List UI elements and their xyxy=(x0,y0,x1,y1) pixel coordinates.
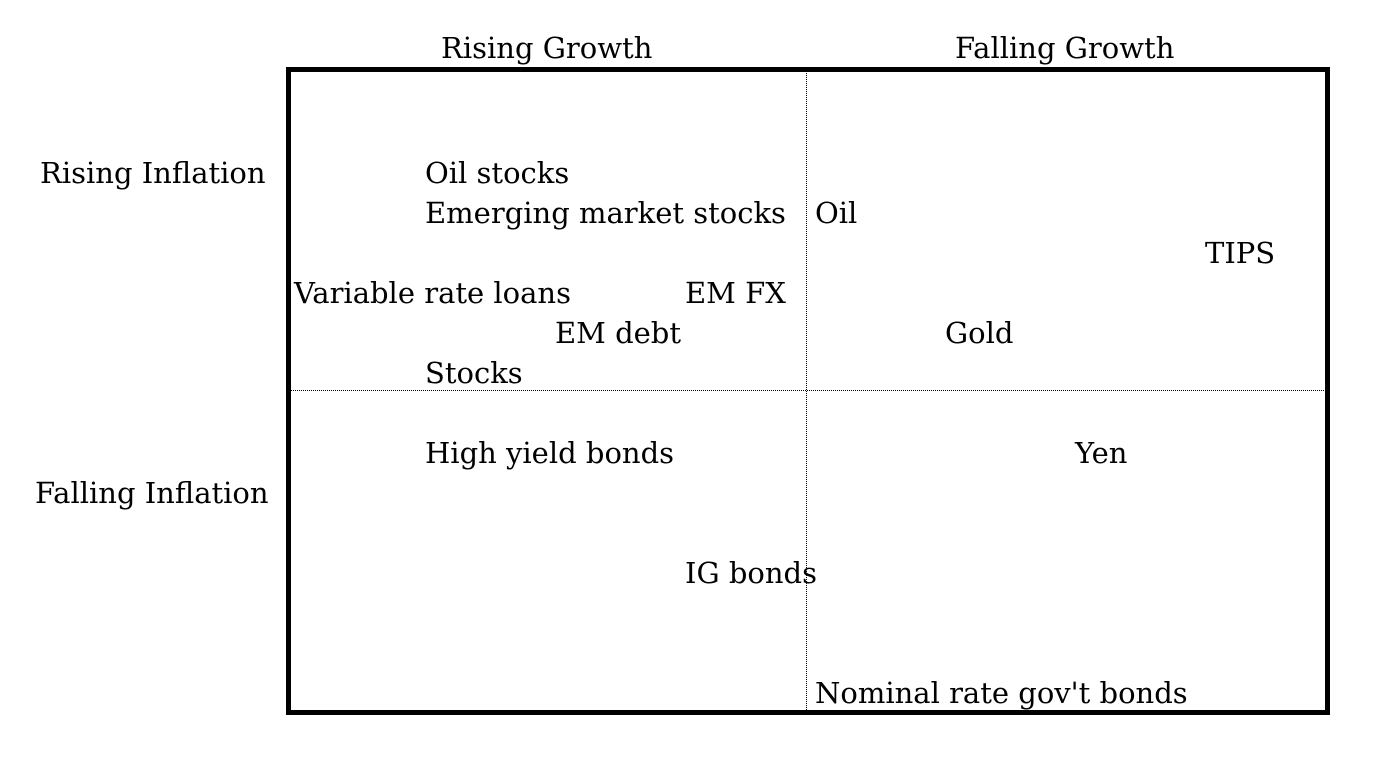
asset-em-debt: EM debt xyxy=(555,316,682,350)
asset-tips: TIPS xyxy=(1205,236,1276,270)
asset-oil: Oil xyxy=(815,196,858,230)
asset-yen: Yen xyxy=(1075,436,1128,470)
asset-variable-rate-loans: Variable rate loans xyxy=(294,276,571,310)
asset-emerging-market-stocks: Emerging market stocks xyxy=(425,196,786,230)
asset-em-fx: EM FX xyxy=(685,276,786,310)
asset-ig-bonds: IG bonds xyxy=(685,556,817,590)
asset-gold: Gold xyxy=(945,316,1014,350)
asset-oil-stocks: Oil stocks xyxy=(425,156,570,190)
asset-high-yield-bonds: High yield bonds xyxy=(425,436,675,470)
horizontal-divider xyxy=(290,390,1326,391)
row-header-falling-inflation: Falling Inflation xyxy=(35,476,269,510)
asset-nominal-rate-govt-bonds: Nominal rate gov't bonds xyxy=(815,676,1188,710)
quadrant-grid xyxy=(286,67,1330,715)
asset-stocks: Stocks xyxy=(425,356,523,390)
row-header-rising-inflation: Rising Inflation xyxy=(40,156,266,190)
column-header-rising-growth: Rising Growth xyxy=(441,31,653,65)
column-header-falling-growth: Falling Growth xyxy=(955,31,1175,65)
